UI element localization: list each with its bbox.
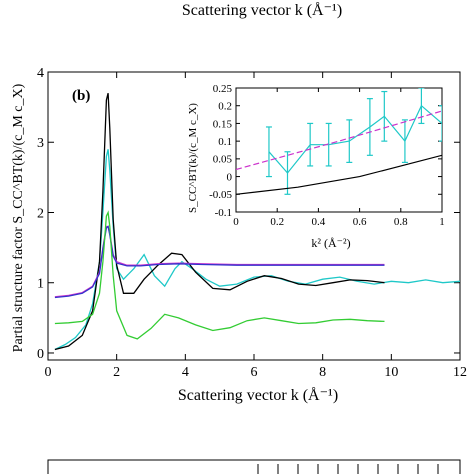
inset-xtick-label: 1 xyxy=(439,216,445,228)
inset-ytick-label: 0.15 xyxy=(213,118,233,130)
main-series-group xyxy=(54,92,460,351)
inset-background xyxy=(236,88,442,212)
main-xtick-label: 4 xyxy=(182,365,189,380)
main-xtick-label: 8 xyxy=(319,365,326,380)
inset-xtick-label: 0.4 xyxy=(312,216,326,228)
inset-ytick-label: 0.1 xyxy=(218,136,232,148)
main-xtick-label: 2 xyxy=(113,365,120,380)
inset-frame xyxy=(235,87,443,213)
main-ylabel: Partial structure factor S_CC^BT(k)/(c_M… xyxy=(11,83,26,352)
next-panel-frame xyxy=(47,459,461,474)
main-series-0-line xyxy=(54,149,460,351)
inset-ytick-label: 0.05 xyxy=(213,154,233,166)
panel-label: (b) xyxy=(72,88,90,104)
inset-ytick-label: -0.05 xyxy=(209,189,232,201)
inset-plot-area: 0 0.2 0.4 0.6 0.8 1 -0.1 -0.05 0 0.05 0.1 0.15 0.2 0.… xyxy=(209,83,445,228)
main-series-4-line xyxy=(54,210,385,340)
main-series-1-line xyxy=(54,92,385,351)
main-ytick-label: 1 xyxy=(37,277,44,292)
inset-xlabel: k² (Å⁻²) xyxy=(311,236,350,250)
inset-ytick-label: -0.1 xyxy=(215,207,232,219)
inset-ytick-label: 0.2 xyxy=(218,101,232,113)
main-ytick-label: 2 xyxy=(37,206,44,221)
inset-ylabel: S_CC^BT(k)/(c_M c_X) xyxy=(187,103,199,213)
main-xtick-label: 12 xyxy=(453,365,467,380)
inset-ytick-label: 0 xyxy=(227,171,233,183)
main-series-3-line xyxy=(54,225,385,299)
main-ytick-label: 3 xyxy=(37,136,44,151)
next-panel-ticks xyxy=(257,464,439,474)
inset-series-group xyxy=(236,88,442,195)
main-xtick-label: 0 xyxy=(45,365,52,380)
main-xtick-label: 10 xyxy=(384,365,398,380)
top-cut-xlabel: Scattering vector k (Å⁻¹) xyxy=(182,1,342,19)
inset-xtick-label: 0 xyxy=(233,216,239,228)
main-xlabel: Scattering vector k (Å⁻¹) xyxy=(178,386,338,404)
inset-ytick-label: 0.25 xyxy=(213,83,233,95)
inset-series-2-line xyxy=(236,154,442,195)
inset-series-0-line xyxy=(268,104,442,174)
main-ytick-label: 0 xyxy=(37,347,44,362)
inset-xtick-label: 0.6 xyxy=(353,216,367,228)
inset-xtick-label: 0.8 xyxy=(394,216,408,228)
inset-xtick-label: 0.2 xyxy=(270,216,284,228)
main-xtick-label: 6 xyxy=(251,365,258,380)
main-ytick-label: 4 xyxy=(37,66,44,81)
